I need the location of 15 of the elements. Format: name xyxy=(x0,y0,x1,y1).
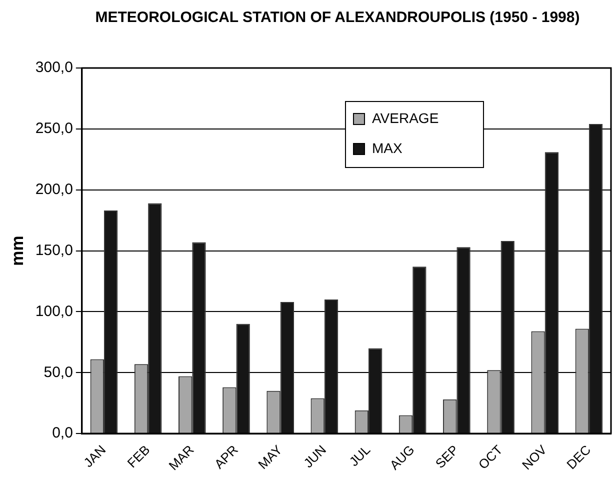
y-tick-label: 100,0 xyxy=(35,302,73,320)
y-tick-label: 50,0 xyxy=(44,364,73,381)
y-axis-title: mm xyxy=(8,236,27,266)
y-tick-label: 0,0 xyxy=(52,424,73,442)
x-tick-label: JAN xyxy=(80,442,109,470)
x-tick-label: JUL xyxy=(346,442,374,470)
x-tick-label: SEP xyxy=(432,442,462,472)
x-tick-label: FEB xyxy=(124,442,153,471)
legend-label: MAX xyxy=(372,140,403,156)
legend-label: AVERAGE xyxy=(372,110,439,126)
y-tick-label: 300,0 xyxy=(35,59,73,76)
y-tick-label: 150,0 xyxy=(35,242,73,259)
y-tick-label: 250,0 xyxy=(35,120,73,138)
chart-title: METEOROLOGICAL STATION OF ALEXANDROUPOLIS (1950 - 1998) xyxy=(94,8,581,27)
y-tick-label: 200,0 xyxy=(35,180,73,198)
